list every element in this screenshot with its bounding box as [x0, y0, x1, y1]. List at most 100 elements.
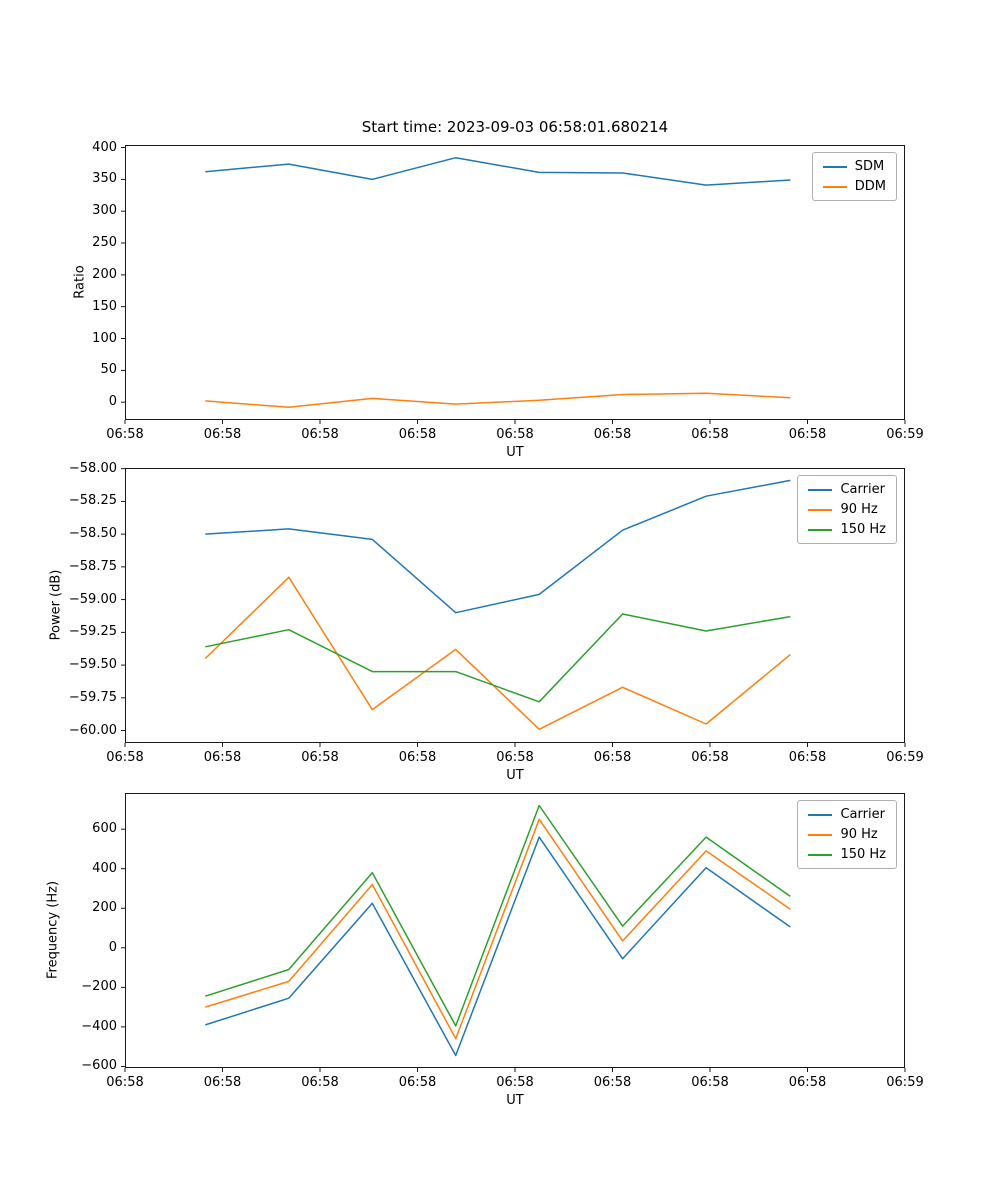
- power-y-axis: −58.00 −58.25 −58.50 −58.75 −59.00 −59.25 −59.…: [0, 461, 117, 743]
- power-chart: −58.00 −58.25 −58.50 −58.75 −59.00 −59.25 −59.…: [0, 461, 1000, 800]
- x-tick-label: 06:58: [788, 750, 827, 765]
- axes-frame: [125, 793, 905, 1068]
- x-tick-label: 06:59: [886, 1075, 924, 1090]
- legend-label-carrier: Carrier: [840, 807, 885, 822]
- y-tick-label: 300: [92, 203, 117, 219]
- x-tick-label: 06:58: [496, 1075, 534, 1090]
- 90hz-line-swatch: [808, 508, 833, 511]
- power-axes: Carrier 90 Hz 150 Hz: [121, 468, 906, 747]
- 150hz-line-swatch: [808, 528, 833, 531]
- y-tick-label: −59.00: [68, 591, 117, 607]
- ddm-line: [205, 392, 791, 409]
- y-tick-label: −58.00: [68, 460, 117, 476]
- 90-hz-line: [204, 576, 791, 731]
- x-tick-label: 06:58: [106, 427, 144, 442]
- figure-title: Start time: 2023-09-03 06:58:01.680214: [361, 118, 669, 136]
- sdm-line: [205, 156, 791, 186]
- x-tick-label: 06:58: [788, 1075, 827, 1090]
- y-tick-label: −200: [81, 979, 117, 995]
- 90hz-line-swatch: [808, 833, 833, 836]
- y-tick-label: 600: [92, 821, 117, 837]
- frequency-legend: Carrier 90 Hz 150 Hz: [797, 800, 897, 869]
- axes-frame: [125, 468, 905, 743]
- x-tick-label: 06:58: [301, 427, 339, 442]
- legend-item-ddm: DDM: [822, 179, 886, 194]
- y-tick-label: −58.25: [68, 493, 117, 509]
- 150-hz-line: [205, 804, 791, 1027]
- ddm-line-swatch: [822, 185, 847, 188]
- ratio-axes: SDM DDM: [121, 145, 906, 424]
- y-tick-label: −60.00: [68, 722, 117, 738]
- legend-item-150hz: 150 Hz: [808, 847, 886, 862]
- x-tick-label: 06:58: [106, 750, 144, 765]
- frequency-plot-svg: [121, 793, 906, 1072]
- legend-label-150hz: 150 Hz: [840, 847, 886, 862]
- power-x-axis-label: UT: [506, 768, 524, 783]
- ratio-plot-svg: [121, 145, 906, 424]
- legend-label-90hz: 90 Hz: [840, 502, 878, 517]
- axes-frame: [125, 145, 905, 420]
- y-tick-label: 400: [92, 860, 117, 876]
- y-tick-label: 100: [92, 330, 117, 346]
- legend-item-sdm: SDM: [822, 159, 886, 174]
- x-tick-label: 06:59: [886, 427, 924, 442]
- 150hz-line-swatch: [808, 853, 833, 856]
- x-tick-label: 06:58: [203, 1075, 242, 1090]
- 90-hz-line: [205, 818, 791, 1040]
- x-tick-label: 06:58: [691, 427, 729, 442]
- carrier-line-swatch: [808, 813, 833, 816]
- y-tick-label: −58.50: [68, 526, 117, 542]
- y-tick-label: 150: [92, 298, 117, 314]
- frequency-axes: Carrier 90 Hz 150 Hz: [121, 793, 906, 1072]
- carrier-line-swatch: [808, 488, 833, 491]
- power-y-axis-label: Power (dB): [48, 569, 64, 641]
- x-tick-label: 06:58: [203, 427, 242, 442]
- x-tick-label: 06:58: [398, 1075, 437, 1090]
- y-tick-label: −400: [81, 1018, 117, 1034]
- frequency-x-axis-label: UT: [506, 1093, 524, 1108]
- x-tick-label: 06:58: [203, 750, 242, 765]
- y-tick-label: 0: [108, 939, 117, 955]
- x-tick-label: 06:59: [886, 750, 924, 765]
- 150-hz-line: [205, 613, 791, 703]
- y-tick-label: 400: [92, 139, 117, 155]
- x-tick-label: 06:58: [301, 1075, 339, 1090]
- y-tick-label: 250: [92, 235, 117, 251]
- x-tick-label: 06:58: [593, 750, 632, 765]
- frequency-chart: 600 400 200 0 −200 −400 −600 Carrier 90 Hz 150…: [0, 793, 1000, 1125]
- y-tick-label: −59.25: [68, 624, 117, 640]
- x-tick-label: 06:58: [398, 427, 437, 442]
- power-legend: Carrier 90 Hz 150 Hz: [797, 475, 897, 544]
- x-tick-label: 06:58: [106, 1075, 144, 1090]
- legend-label-150hz: 150 Hz: [840, 522, 886, 537]
- legend-item-carrier: Carrier: [808, 807, 886, 822]
- power-plot-svg: [121, 468, 906, 747]
- x-tick-label: 06:58: [691, 1075, 729, 1090]
- legend-item-carrier: Carrier: [808, 482, 886, 497]
- y-tick-label: −58.75: [68, 558, 117, 574]
- y-tick-label: −600: [81, 1058, 117, 1074]
- x-tick-label: 06:58: [301, 750, 339, 765]
- ratio-x-axis-label: UT: [506, 445, 524, 460]
- legend-label-carrier: Carrier: [840, 482, 885, 497]
- ratio-y-axis: 0 50 100 150 200 250 300 350 400: [0, 140, 117, 420]
- carrier-line: [205, 836, 791, 1057]
- x-tick-label: 06:58: [496, 750, 534, 765]
- y-tick-label: 0: [108, 394, 117, 410]
- y-tick-label: −59.50: [68, 657, 117, 673]
- x-tick-label: 06:58: [496, 427, 534, 442]
- x-tick-label: 06:58: [398, 750, 437, 765]
- x-tick-label: 06:58: [593, 1075, 632, 1090]
- x-tick-label: 06:58: [691, 750, 729, 765]
- legend-item-90hz: 90 Hz: [808, 502, 886, 517]
- legend-item-150hz: 150 Hz: [808, 522, 886, 537]
- y-tick-label: 50: [100, 362, 117, 378]
- legend-item-90hz: 90 Hz: [808, 827, 886, 842]
- frequency-y-axis-label: Frequency (Hz): [45, 880, 61, 980]
- sdm-line-swatch: [822, 165, 847, 168]
- ratio-legend: SDM DDM: [811, 152, 897, 201]
- carrier-line: [205, 479, 791, 614]
- y-tick-label: 200: [92, 266, 117, 282]
- legend-label-sdm: SDM: [854, 159, 885, 174]
- x-tick-label: 06:58: [593, 427, 632, 442]
